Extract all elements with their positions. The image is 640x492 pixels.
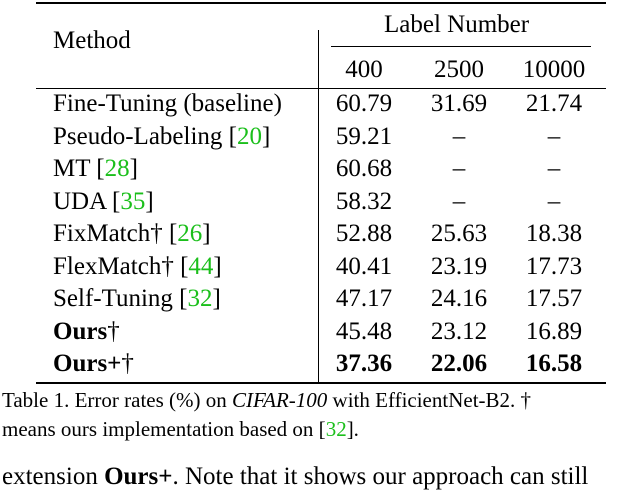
citation-link[interactable]: 35 (120, 187, 146, 215)
caption-citation-link[interactable]: 32 (325, 417, 347, 441)
citation-link[interactable]: 44 (188, 252, 214, 280)
row-method: FlexMatch† [44] (53, 252, 222, 282)
method-name: Pseudo-Labeling [ (53, 122, 237, 150)
row-value: – (452, 155, 466, 182)
row-value: – (547, 122, 561, 150)
caption-text: Table 1. Error rates (%) on (2, 388, 233, 412)
row-method: Self-Tuning [32] (53, 284, 221, 314)
method-name: Ours (53, 317, 108, 345)
row-value: – (452, 187, 466, 215)
body-text: extension (2, 463, 105, 490)
row-value: 22.06 (430, 350, 488, 377)
row-value: 59.21 (335, 122, 393, 150)
method-name: Fine-Tuning (baseline) (53, 90, 282, 117)
method-suffix: † (121, 350, 134, 377)
body-text-line: extension Ours+. Note that it shows our … (2, 462, 588, 492)
header-col-10000: 10000 (522, 56, 586, 83)
row-value: – (547, 187, 561, 215)
row-method: FixMatch† [26] (53, 219, 211, 249)
row-value: 17.73 (525, 252, 583, 280)
row-value: – (452, 122, 466, 150)
row-value: 47.17 (335, 285, 393, 312)
row-value: 18.38 (525, 220, 583, 247)
row-method: Fine-Tuning (baseline) (53, 89, 282, 119)
row-value: 37.36 (335, 350, 393, 377)
caption-text-4: ]. (346, 417, 359, 441)
row-value: 17.57 (525, 285, 583, 312)
method-name: FixMatch† [ (53, 220, 178, 247)
row-value: 23.19 (430, 252, 488, 280)
row-value: 31.69 (430, 90, 488, 117)
method-name: FlexMatch† [ (53, 252, 189, 280)
method-name: Ours+ (53, 350, 122, 377)
row-value: – (547, 155, 561, 182)
citation-link[interactable]: 20 (236, 122, 262, 150)
method-suffix: ] (261, 122, 271, 150)
row-value: 52.88 (335, 220, 393, 247)
row-method: Ours+† (53, 349, 134, 379)
body-text-bold: Ours+ (104, 463, 173, 490)
row-value: 58.32 (335, 187, 393, 215)
header-label-number: Label Number (384, 11, 530, 38)
row-method: MT [28] (53, 154, 138, 184)
header-col-2500: 2500 (434, 56, 484, 83)
method-suffix: ] (202, 220, 211, 247)
caption-dataset: CIFAR-100 (232, 388, 328, 412)
row-value: 16.58 (525, 350, 583, 377)
row-value: 25.63 (430, 220, 488, 247)
row-value: 23.12 (430, 317, 488, 345)
citation-link[interactable]: 26 (177, 220, 203, 247)
caption-text-2: with EfficientNet-B2. † (327, 388, 532, 412)
method-suffix: ] (129, 155, 138, 182)
row-value: 16.89 (525, 317, 583, 345)
header-col-400: 400 (345, 56, 383, 83)
method-name: MT [ (53, 155, 105, 182)
table-caption: Table 1. Error rates (%) on CIFAR-100 wi… (2, 387, 531, 414)
group-rule (331, 46, 591, 47)
caption-text-3: means ours implementation based on [ (2, 417, 326, 441)
method-suffix: ] (212, 285, 221, 312)
citation-link[interactable]: 28 (104, 155, 130, 182)
top-rule (36, 2, 606, 4)
method-suffix: ] (145, 187, 154, 215)
row-value: 60.79 (335, 90, 393, 117)
citation-link[interactable]: 32 (187, 285, 213, 312)
row-value: 21.74 (525, 90, 583, 117)
row-value: 45.48 (335, 317, 393, 345)
row-value: 24.16 (430, 285, 488, 312)
header-method: Method (53, 27, 131, 54)
method-suffix: † (107, 317, 120, 345)
vertical-rule (318, 30, 319, 382)
method-suffix: ] (213, 252, 222, 280)
row-method: Ours† (53, 317, 120, 347)
table-caption-line2: means ours implementation based on [32]. (2, 416, 359, 443)
body-text-rest: . Note that it shows our approach can st… (172, 463, 589, 490)
row-method: UDA [35] (53, 187, 154, 217)
method-name: Self-Tuning [ (53, 285, 188, 312)
row-method: Pseudo-Labeling [20] (53, 122, 270, 152)
row-value: 60.68 (335, 155, 393, 182)
row-value: 40.41 (335, 252, 393, 280)
method-name: UDA [ (53, 187, 121, 215)
header-rule (36, 88, 606, 89)
bottom-rule (36, 382, 606, 384)
